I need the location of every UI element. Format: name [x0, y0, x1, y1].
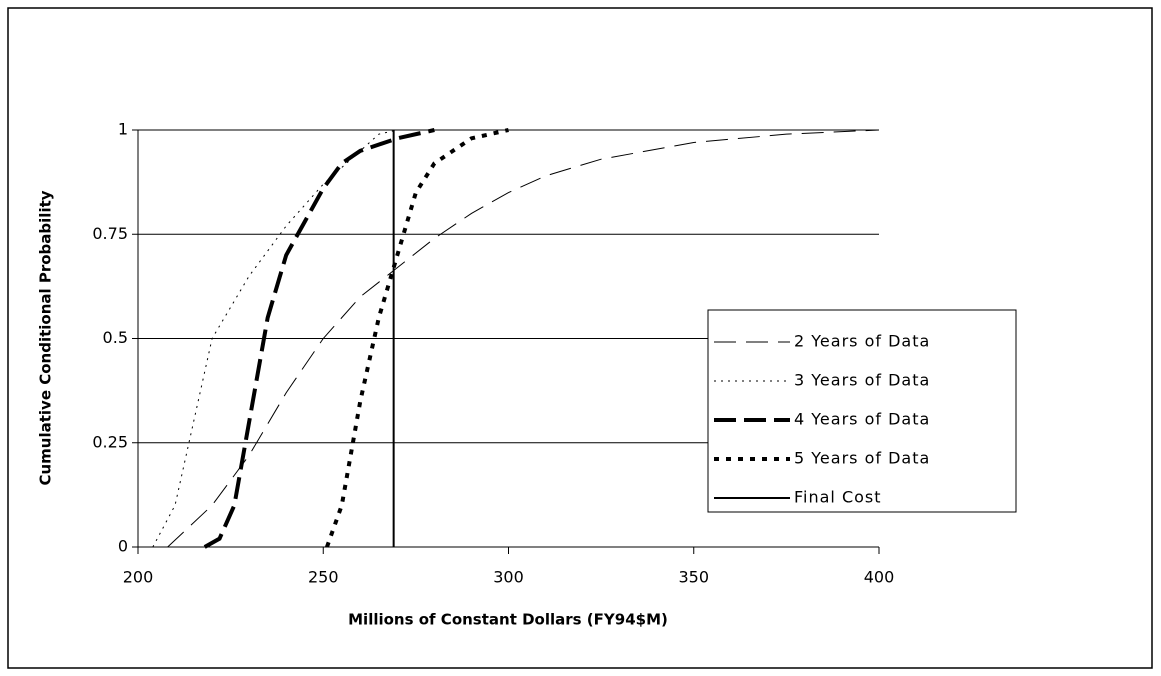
y-axis-label: Cumulative Conditional Probability: [37, 190, 55, 485]
legend-label: 4 Years of Data: [794, 410, 930, 429]
y-tick-label: 1: [118, 120, 128, 139]
y-tick-label: 0.75: [92, 224, 128, 243]
legend-label: 2 Years of Data: [794, 332, 930, 351]
series-line: [167, 129, 880, 548]
x-tick-label: 350: [678, 568, 709, 587]
x-tick-label: 300: [493, 568, 524, 587]
legend-label: 5 Years of Data: [794, 449, 930, 468]
legend-label: Final Cost: [794, 488, 882, 507]
series-line: [325, 128, 509, 548]
legend-label: 3 Years of Data: [794, 371, 930, 390]
y-tick-label: 0.25: [92, 432, 128, 451]
x-tick-label: 250: [308, 568, 339, 587]
x-tick-label: 200: [123, 568, 154, 587]
frame: [7, 7, 1153, 669]
legend-box: [707, 309, 1017, 513]
x-tick-label: 400: [864, 568, 895, 587]
y-tick-label: 0.5: [103, 328, 128, 347]
series-line: [203, 128, 435, 549]
x-axis-label: Millions of Constant Dollars (FY94$M): [348, 611, 668, 629]
y-tick-label: 0: [118, 537, 128, 556]
